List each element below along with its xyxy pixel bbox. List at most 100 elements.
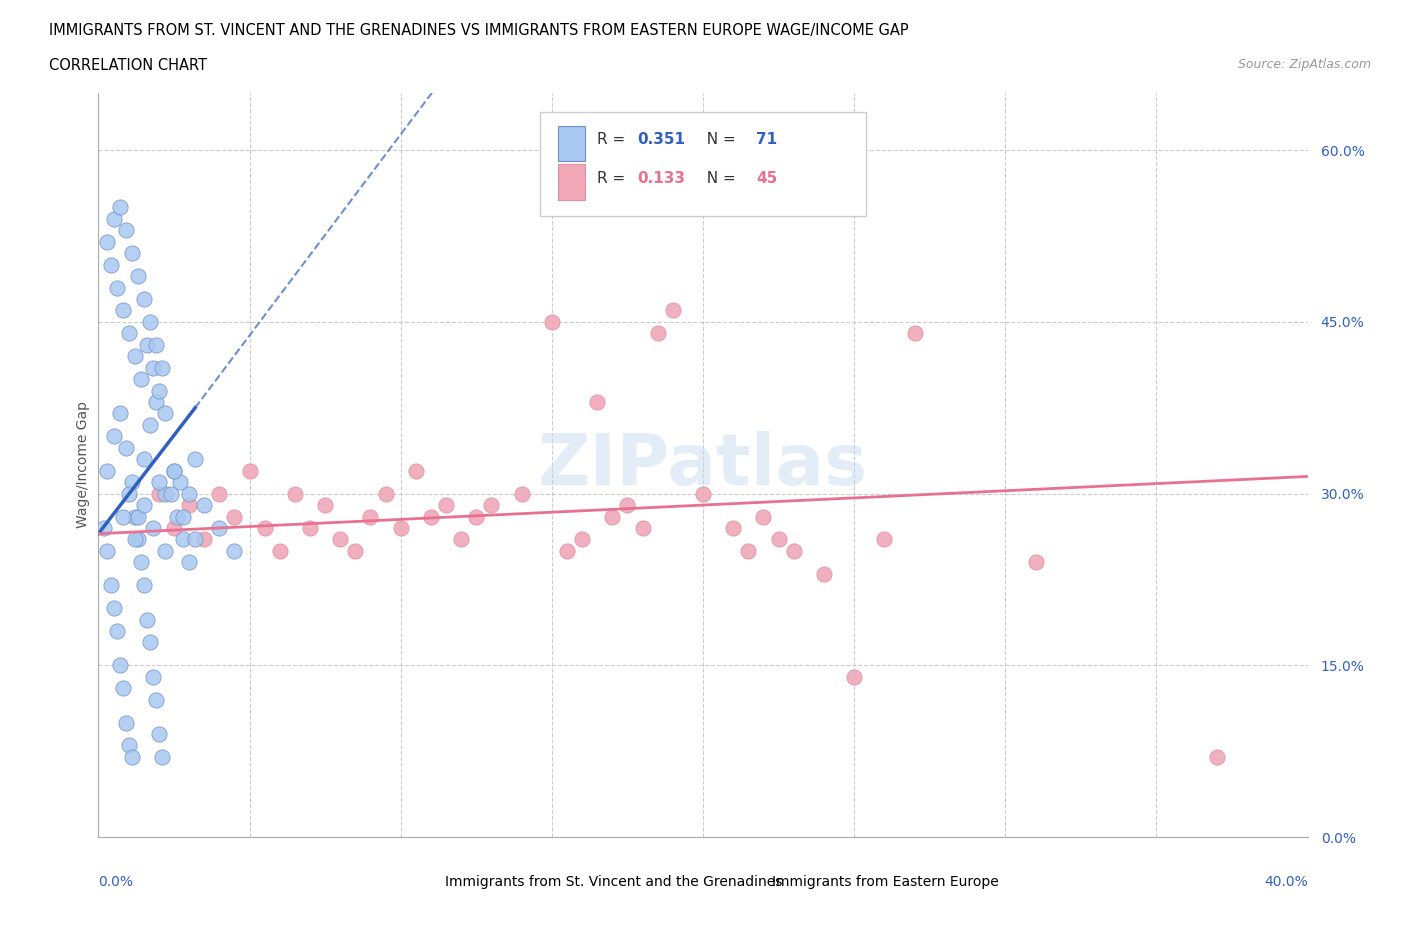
Text: N =: N = <box>697 171 741 186</box>
Text: Source: ZipAtlas.com: Source: ZipAtlas.com <box>1237 58 1371 71</box>
Point <box>450 532 472 547</box>
Point <box>148 726 170 741</box>
Point <box>177 486 201 501</box>
Point <box>111 681 134 696</box>
Point <box>269 543 291 558</box>
Point <box>121 474 143 489</box>
Point <box>737 543 759 558</box>
Point <box>132 578 155 592</box>
Point <box>148 474 170 489</box>
Point <box>103 211 125 226</box>
Text: N =: N = <box>697 132 741 147</box>
Point <box>124 509 146 524</box>
Point <box>253 521 276 536</box>
Point <box>111 303 134 318</box>
Point <box>118 326 141 340</box>
Point <box>166 509 188 524</box>
Point <box>419 509 441 524</box>
Point <box>127 532 149 547</box>
Point <box>873 532 896 547</box>
Text: 0.351: 0.351 <box>638 132 686 147</box>
Point <box>160 486 183 501</box>
Point <box>813 566 835 581</box>
Point <box>96 234 118 249</box>
Point <box>105 623 128 638</box>
Point <box>105 280 128 295</box>
Point <box>145 394 167 409</box>
Point <box>142 521 165 536</box>
Point <box>239 463 262 478</box>
Point <box>114 223 136 238</box>
Point <box>177 555 201 570</box>
Point <box>150 750 173 764</box>
Point <box>224 543 246 558</box>
Text: 40.0%: 40.0% <box>1264 874 1308 889</box>
Point <box>153 543 176 558</box>
Point <box>299 521 322 536</box>
Point <box>586 394 609 409</box>
Point <box>405 463 427 478</box>
Point <box>148 486 170 501</box>
Point <box>150 360 173 375</box>
Point <box>108 658 131 672</box>
Point <box>103 429 125 444</box>
Point <box>103 601 125 616</box>
Point <box>121 246 143 260</box>
Text: ZIPatlas: ZIPatlas <box>538 431 868 499</box>
Point <box>329 532 352 547</box>
FancyBboxPatch shape <box>540 112 866 216</box>
Point <box>121 750 143 764</box>
Bar <box>558 165 585 200</box>
Point <box>111 509 134 524</box>
Point <box>142 360 165 375</box>
Point <box>374 486 396 501</box>
Bar <box>413 868 440 896</box>
Point <box>177 498 201 512</box>
Point <box>692 486 714 501</box>
Point <box>135 338 157 352</box>
Point <box>844 670 866 684</box>
Point <box>100 578 122 592</box>
Point <box>124 349 146 364</box>
Point <box>434 498 457 512</box>
Point <box>96 463 118 478</box>
Point <box>153 406 176 421</box>
Point <box>224 509 246 524</box>
Point <box>132 498 155 512</box>
Point <box>616 498 638 512</box>
Point <box>184 532 207 547</box>
Point <box>129 372 152 387</box>
Point <box>118 486 141 501</box>
Text: 45: 45 <box>756 171 778 186</box>
Point <box>1206 750 1229 764</box>
Point <box>96 543 118 558</box>
Text: 71: 71 <box>756 132 778 147</box>
Point <box>114 441 136 456</box>
Point <box>124 532 146 547</box>
Text: 0.0%: 0.0% <box>98 874 134 889</box>
Point <box>768 532 790 547</box>
Point <box>571 532 593 547</box>
Point <box>163 463 186 478</box>
Point <box>360 509 382 524</box>
Point <box>135 612 157 627</box>
Point <box>172 532 194 547</box>
Point <box>153 486 176 501</box>
Point <box>184 452 207 467</box>
Point <box>208 486 231 501</box>
Point <box>132 292 155 307</box>
Text: R =: R = <box>596 171 630 186</box>
Point <box>1024 555 1046 570</box>
Text: CORRELATION CHART: CORRELATION CHART <box>49 58 207 73</box>
Point <box>118 738 141 753</box>
Point <box>540 314 562 329</box>
Point <box>108 406 131 421</box>
Point <box>284 486 307 501</box>
Point <box>142 670 165 684</box>
Point <box>555 543 578 558</box>
Point <box>114 715 136 730</box>
Point <box>193 532 215 547</box>
Point <box>389 521 412 536</box>
Text: 0.133: 0.133 <box>638 171 686 186</box>
Point <box>782 543 804 558</box>
